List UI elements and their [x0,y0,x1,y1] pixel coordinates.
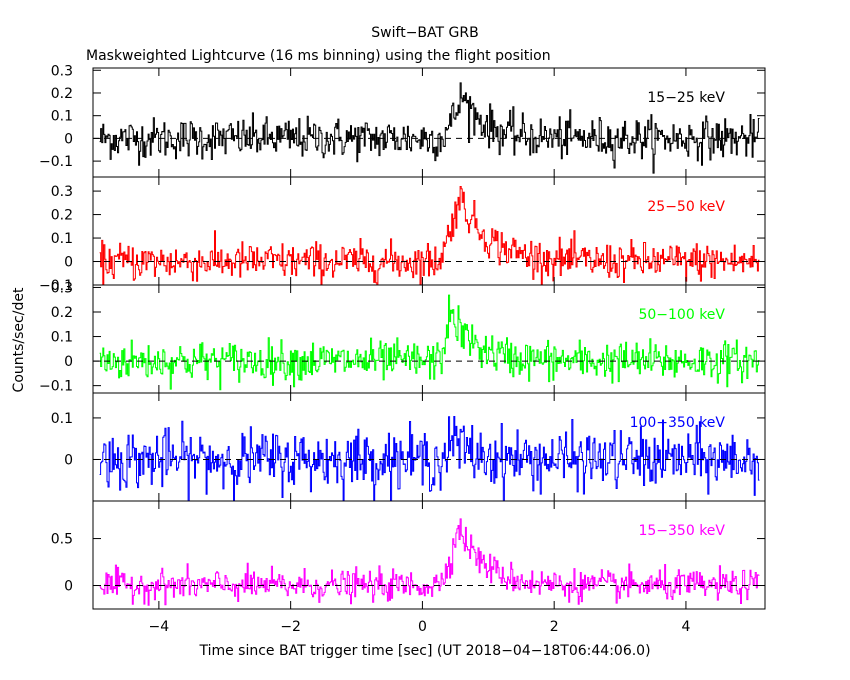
y-tick-label-3-3: 0.2 [51,305,73,321]
series-line-1 [99,82,760,174]
panel-frame-5 [92,500,766,610]
y-tick-label-5-0: 0 [64,579,73,595]
chart-subtitle: Maskweighted Lightcurve (16 ms binning) … [86,48,551,64]
series-line-3 [99,294,760,391]
y-tick-label-3-4: 0.3 [51,280,73,296]
series-line-2 [99,186,760,286]
x-tick-label-2: 0 [418,619,427,635]
y-axis-label: Counts/sec/det [11,287,27,392]
x-axis-label: Time since BAT trigger time [sec] (UT 20… [198,643,650,659]
y-tick-label-3-2: 0.1 [51,330,73,346]
chart-title: Swift−BAT GRB [371,25,478,41]
y-tick-label-2-2: 0.1 [51,231,73,247]
y-tick-label-1-1: 0 [64,131,73,147]
y-tick-label-1-4: 0.3 [51,63,73,79]
panel-label-5: 15−350 keV [638,523,725,539]
x-tick-label-1: −2 [280,619,301,635]
x-tick-label-0: −4 [149,619,170,635]
y-tick-label-1-0: −0.1 [39,154,73,170]
y-tick-label-3-1: 0 [64,354,73,370]
panel-label-4: 100−350 keV [630,415,726,431]
y-tick-label-1-3: 0.2 [51,86,73,102]
panel-label-2: 25−50 keV [647,199,725,215]
series-line-4 [99,416,760,502]
y-tick-label-4-1: 0.1 [51,411,73,427]
series-line-5 [99,518,760,606]
panel-label-3: 50−100 keV [638,307,725,323]
y-tick-label-2-4: 0.3 [51,184,73,200]
panel-frame-1 [92,67,766,178]
y-tick-label-1-2: 0.1 [51,109,73,125]
y-tick-label-2-3: 0.2 [51,208,73,224]
y-tick-label-2-0: −0.1 [39,278,73,294]
x-tick-label-4: 4 [681,619,690,635]
y-tick-label-2-1: 0 [64,255,73,271]
y-tick-label-3-0: −0.1 [39,379,73,395]
x-tick-label-3: 2 [550,619,559,635]
y-tick-label-4-0: 0 [64,452,73,468]
y-tick-label-5-1: 0.5 [51,532,73,548]
panel-label-1: 15−25 keV [647,90,725,106]
panels-group: −0.1 0 0.1 0.2 0.3 15−25 keV −0.1 0 0.1 0.2 0.3 25−… [39,63,766,635]
